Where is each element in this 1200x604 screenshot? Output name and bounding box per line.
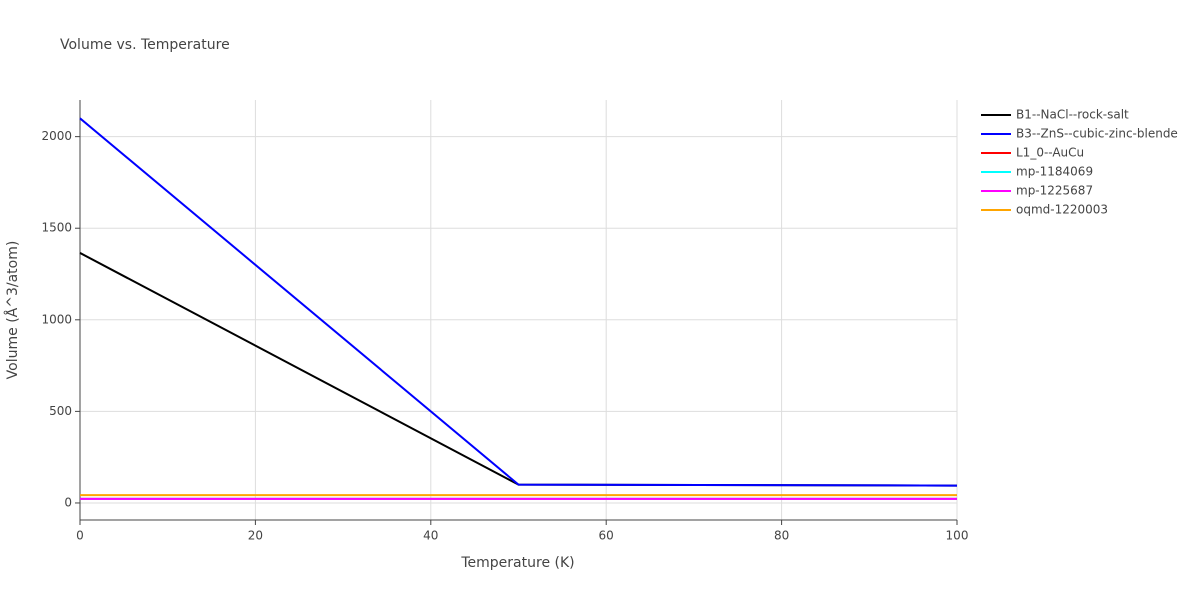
series-line	[79, 252, 958, 487]
y-tick-label: 500	[49, 404, 72, 418]
x-tick-label: 60	[599, 529, 614, 543]
legend-label: L1_0--AuCu	[1016, 146, 1084, 160]
x-tick-label: 40	[423, 529, 438, 543]
x-tick-label: 20	[248, 529, 263, 543]
x-tick-label: 80	[774, 529, 789, 543]
legend-label: oqmd-1220003	[1016, 203, 1108, 217]
series-line	[79, 117, 958, 487]
chart-title: Volume vs. Temperature	[60, 37, 230, 53]
y-tick-label: 1000	[41, 312, 72, 326]
legend-label: B1--NaCl--rock-salt	[1016, 108, 1129, 122]
legend-label: B3--ZnS--cubic-zinc-blende	[1016, 127, 1178, 141]
x-tick-label: 0	[76, 529, 84, 543]
y-axis-title: Volume (Å^3/atom)	[4, 241, 21, 380]
y-tick-label: 0	[64, 495, 72, 509]
legend-label: mp-1225687	[1016, 184, 1093, 198]
legend-label: mp-1184069	[1016, 165, 1093, 179]
y-tick-label: 1500	[41, 221, 72, 235]
y-tick-label: 2000	[41, 129, 72, 143]
x-axis-title: Temperature (K)	[460, 555, 574, 571]
x-tick-label: 100	[946, 529, 969, 543]
